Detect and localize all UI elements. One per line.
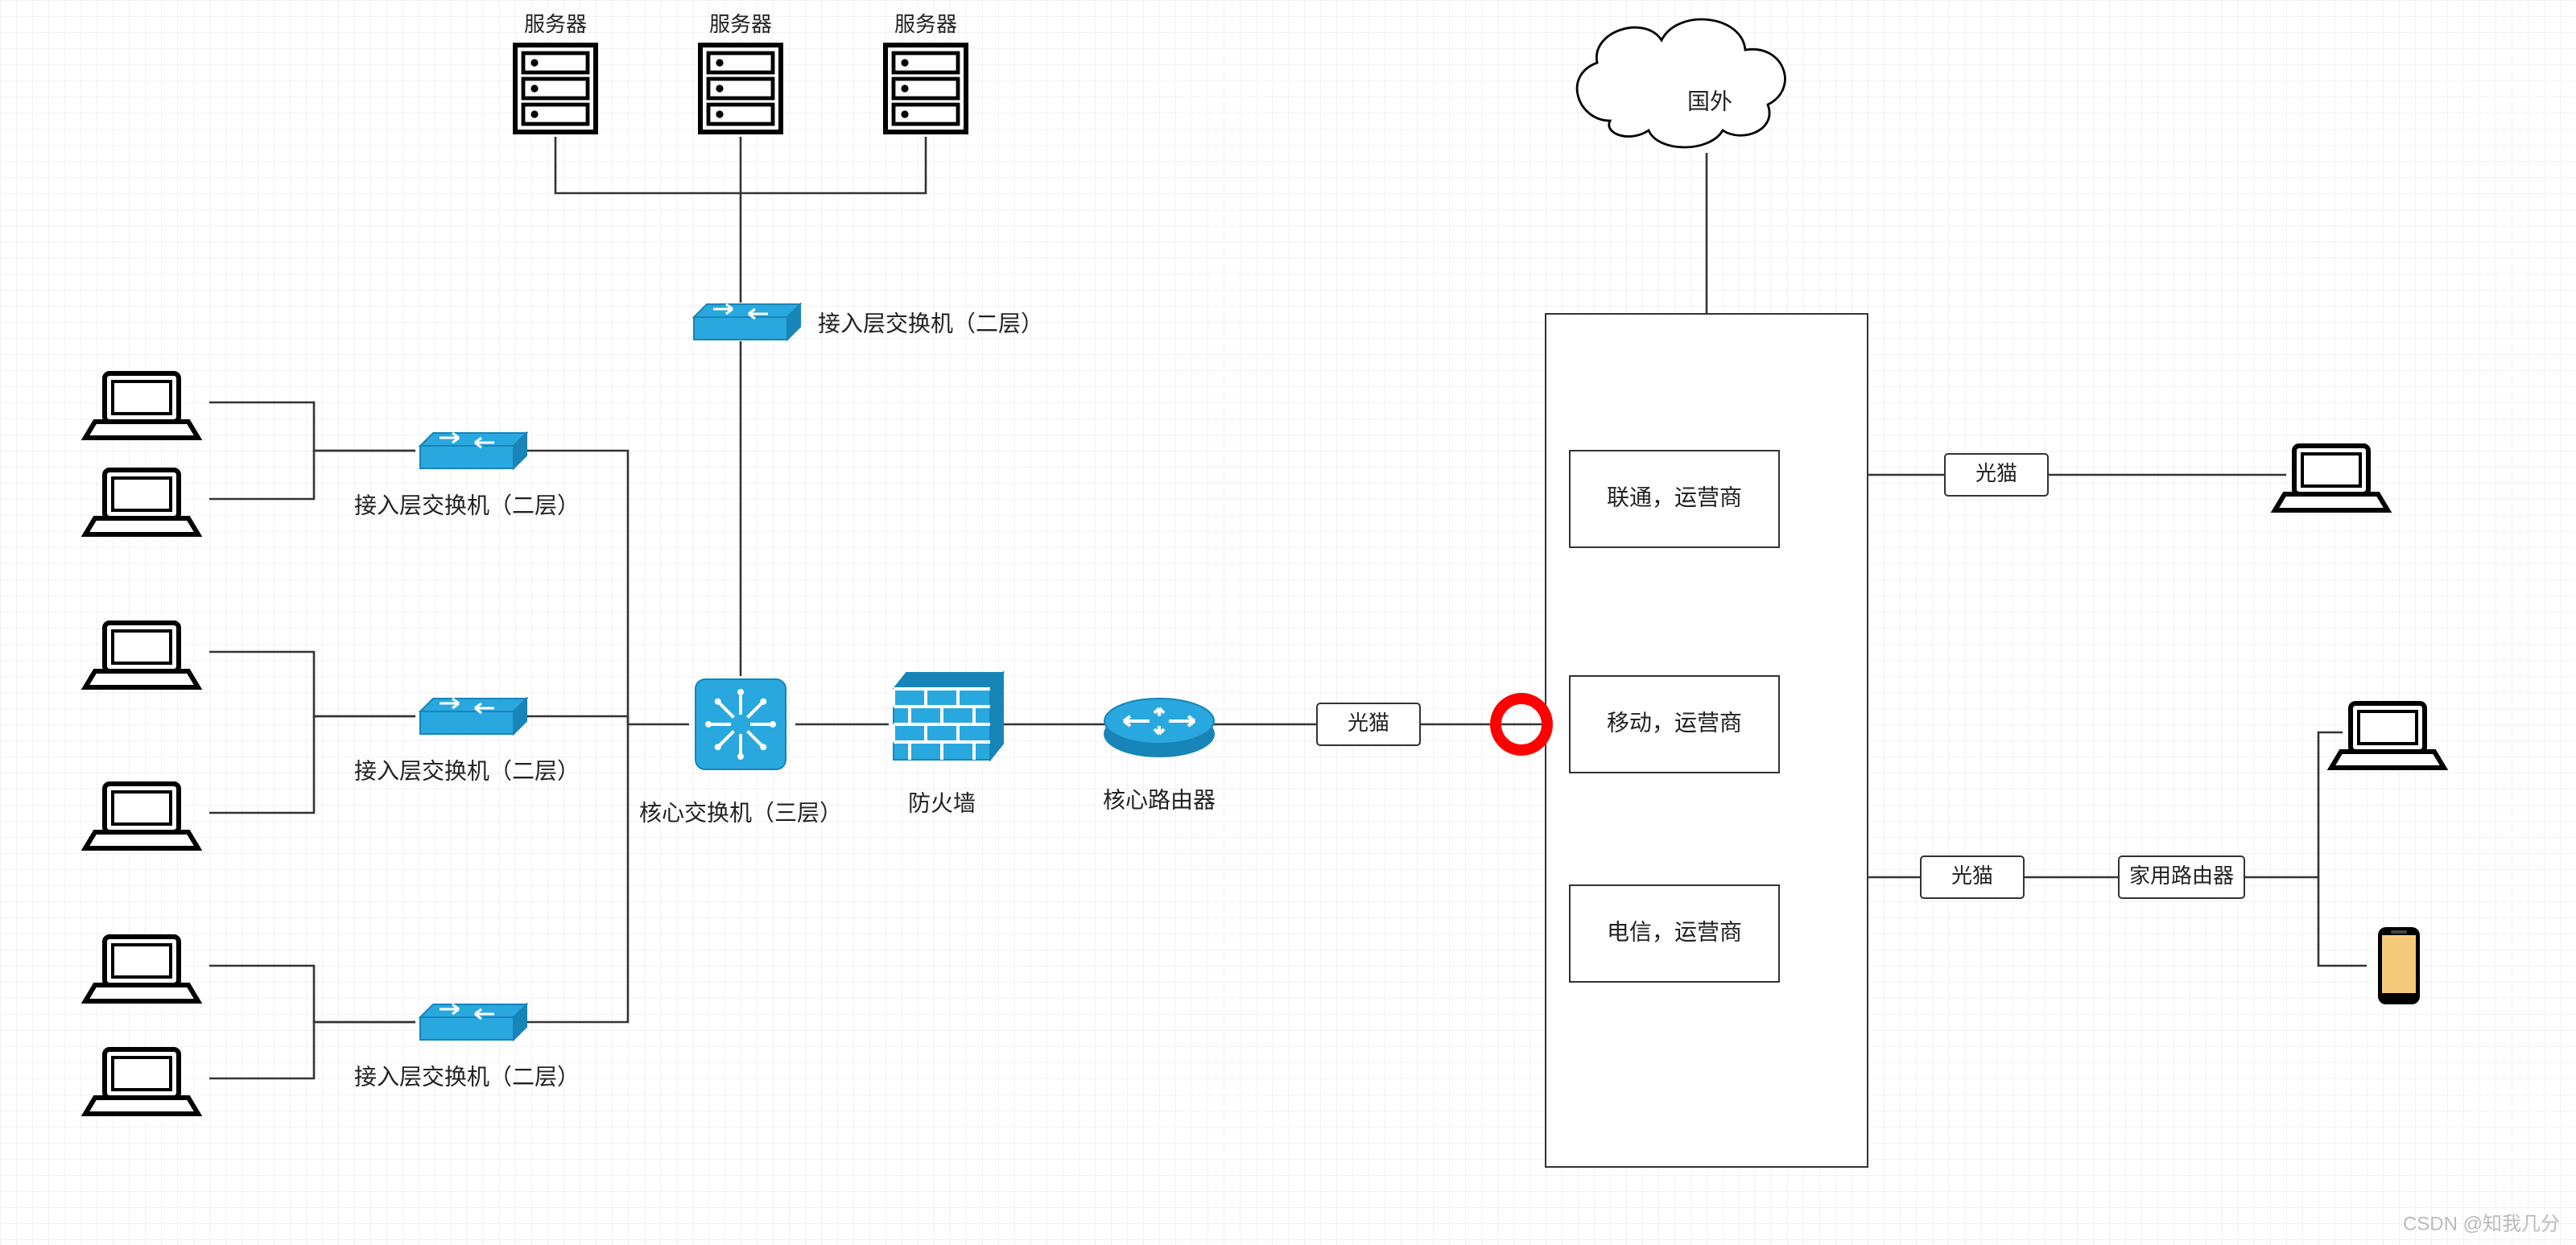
- router-icon: 核心路由器: [1103, 699, 1216, 812]
- cloud-label: 国外: [1687, 89, 1732, 113]
- small-box: 光猫: [1317, 703, 1420, 745]
- isp-box: 移动，运营商: [1570, 676, 1779, 773]
- laptop-icon: [2275, 446, 2388, 510]
- laptop-icon: [85, 623, 198, 687]
- home-router-box: 家用路由器: [2119, 856, 2244, 898]
- firewall-label: 防火墙: [908, 790, 976, 815]
- isp-box-label: 移动，运营商: [1607, 710, 1742, 735]
- small-box-label: 光猫: [1951, 864, 1993, 888]
- server-label: 服务器: [709, 12, 772, 36]
- server-label: 服务器: [524, 12, 587, 36]
- isp-box: 联通，运营商: [1570, 451, 1779, 547]
- laptop-icon: [85, 1049, 198, 1114]
- server-icon: 服务器: [886, 12, 966, 132]
- switch-icon: 接入层交换机（二层）: [354, 1004, 580, 1089]
- isp-box: 电信，运营商: [1570, 885, 1779, 982]
- small-box: 光猫: [1921, 856, 2024, 898]
- home-router-label: 家用路由器: [2129, 864, 2234, 888]
- small-box: 光猫: [1945, 454, 2048, 496]
- switch-label: 接入层交换机（二层）: [354, 1064, 580, 1089]
- switch-label: 接入层交换机（二层）: [354, 758, 580, 783]
- switch-icon: 接入层交换机（二层）: [354, 433, 580, 517]
- switch-icon: 接入层交换机（二层）: [354, 699, 580, 783]
- server-label: 服务器: [894, 12, 957, 36]
- core-switch-label: 核心交换机（三层）: [639, 800, 842, 825]
- switch-label: 接入层交换机（二层）: [818, 311, 1043, 336]
- server-icon: 服务器: [700, 12, 781, 132]
- isp-box-label: 电信，运营商: [1607, 919, 1742, 944]
- core-switch-icon: 核心交换机（三层）: [639, 679, 842, 825]
- laptop-icon: [2331, 703, 2444, 768]
- laptop-icon: [85, 937, 198, 1001]
- phone-icon: [2378, 927, 2420, 1004]
- switch-icon: 接入层交换机（二层）: [694, 304, 1043, 340]
- isp-box-label: 联通，运营商: [1607, 484, 1742, 509]
- small-box-label: 光猫: [1975, 461, 2017, 485]
- firewall-icon: 防火墙: [894, 673, 1003, 815]
- edges: [209, 137, 2367, 1078]
- server-icon: 服务器: [515, 12, 596, 132]
- watermark: CSDN @知我几分: [2403, 1213, 2560, 1235]
- cloud-icon: 国外: [1577, 19, 1785, 147]
- laptop-icon: [85, 470, 198, 534]
- small-box-label: 光猫: [1348, 711, 1389, 735]
- network-diagram: 接入层交换机（二层） 接入层交换机（二层） 接入层交换机（二层） 接入层交换机（二层）…: [0, 0, 2576, 1241]
- laptop-icon: [85, 784, 198, 848]
- router-label: 核心路由器: [1103, 787, 1216, 812]
- switch-label: 接入层交换机（二层）: [354, 493, 580, 517]
- laptop-icon: [85, 373, 198, 438]
